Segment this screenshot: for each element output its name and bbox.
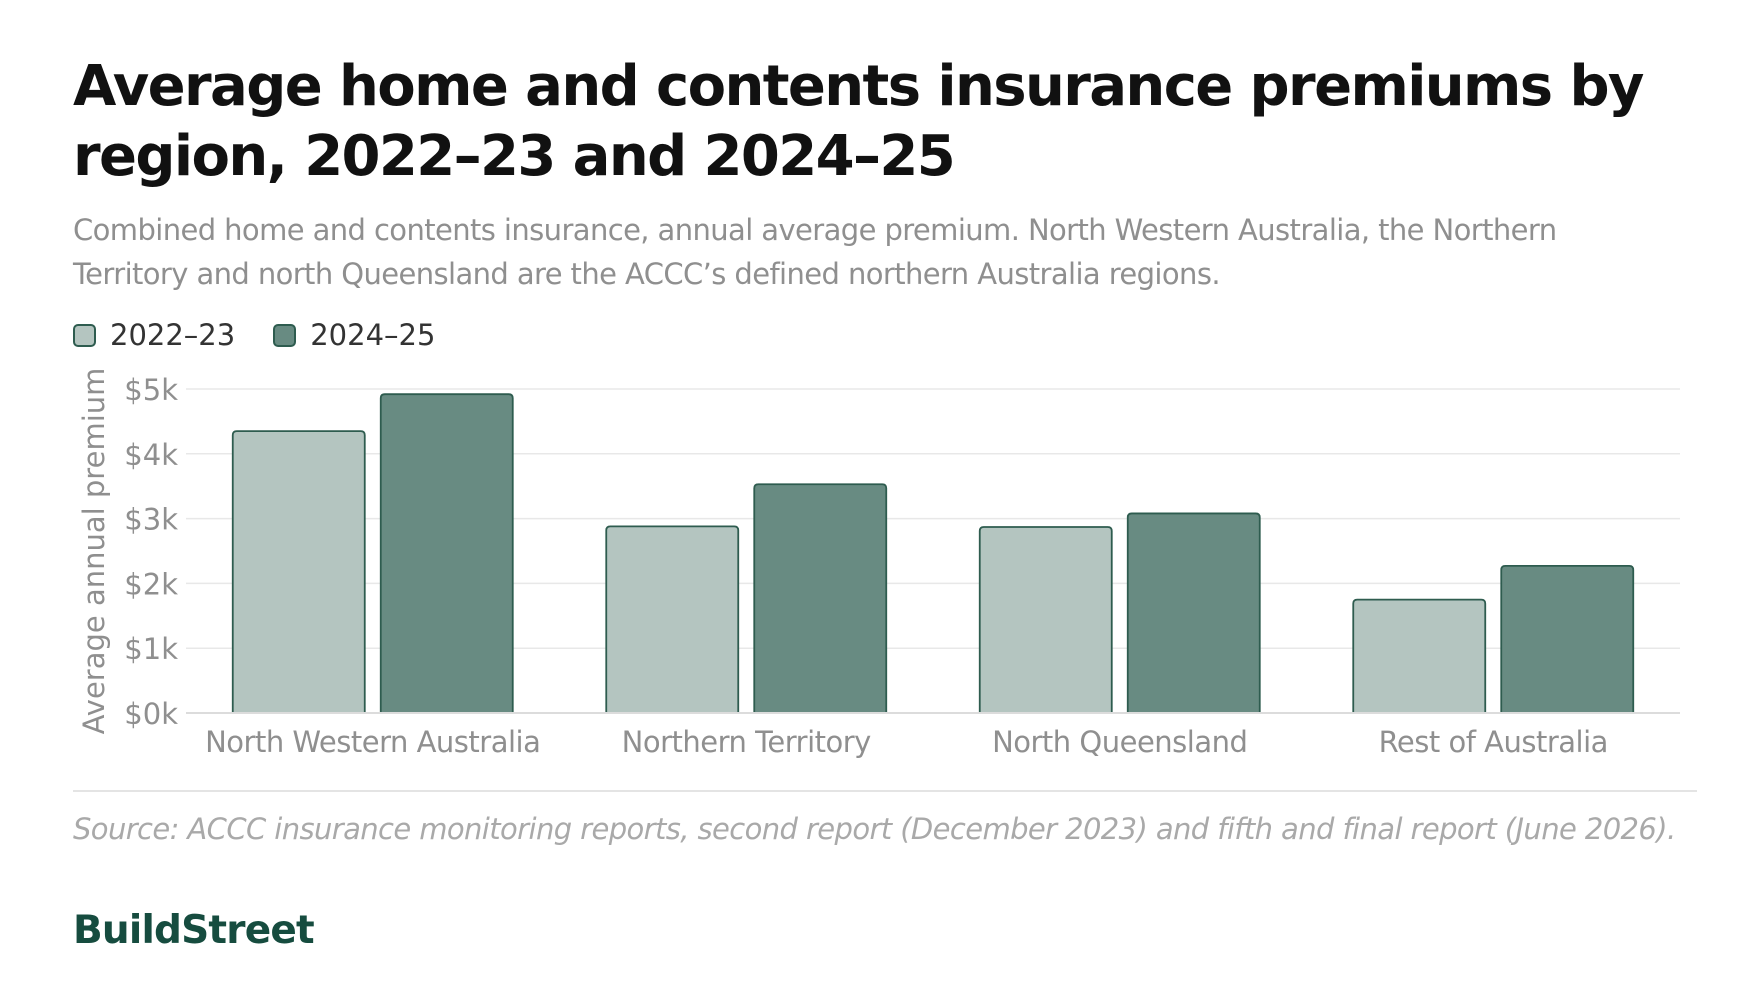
- y-tick-label: $4k: [124, 438, 178, 472]
- bar-2022-23: [1352, 598, 1487, 714]
- y-tick-label: $0k: [124, 697, 178, 731]
- y-tick-label: $5k: [124, 373, 178, 407]
- chart-legend: 2022–23 2024–25: [73, 314, 473, 356]
- bar-2022-23: [978, 526, 1113, 714]
- source-note: Source: ACCC insurance monitoring report…: [73, 812, 1676, 846]
- bar-2024-25: [1500, 565, 1635, 714]
- x-tick-label: North Western Australia: [205, 725, 540, 759]
- footer-divider: [73, 790, 1697, 792]
- x-tick-label: North Queensland: [992, 725, 1247, 759]
- legend-item-2024-25: 2024–25: [273, 318, 435, 352]
- legend-label-2022-23: 2022–23: [110, 318, 236, 352]
- chart-subtitle: Combined home and contents insurance, an…: [73, 213, 1557, 291]
- brand-logo: BuildStreet: [73, 908, 315, 953]
- legend-item-2022-23: 2022–23: [73, 318, 235, 352]
- x-tick-label: Northern Territory: [622, 725, 872, 759]
- y-tick-label: $2k: [124, 567, 178, 601]
- x-tick-label: Rest of Australia: [1379, 725, 1608, 759]
- bar-chart: $0k $1k $2k $3k $4k $5k Average annual premium…: [77, 368, 1680, 759]
- chart-title: Average home and contents insurance prem…: [73, 54, 1644, 189]
- bar-2024-25: [379, 393, 514, 714]
- bar-2022-23: [231, 430, 366, 714]
- legend-swatch-2024-25: [273, 323, 297, 347]
- bar-2024-25: [753, 483, 888, 714]
- legend-swatch-2022-23: [73, 323, 96, 347]
- bar-2022-23: [605, 525, 740, 714]
- bar-2024-25: [1126, 512, 1261, 714]
- y-axis-title: Average annual premium: [77, 368, 111, 735]
- y-tick-label: $3k: [124, 503, 178, 537]
- y-tick-label: $1k: [124, 632, 178, 666]
- legend-label-2024-25: 2024–25: [310, 318, 436, 352]
